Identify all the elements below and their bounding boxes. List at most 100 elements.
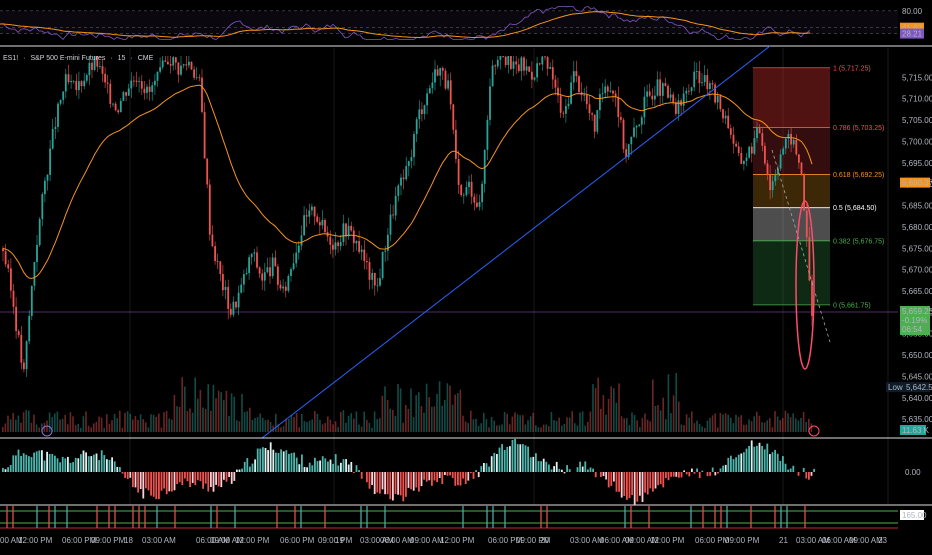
volume-bar — [103, 427, 105, 432]
oscillator-bar — [680, 472, 683, 478]
bottom-indicator-panel[interactable]: 165.00 — [0, 506, 927, 529]
oscillator-bar — [267, 450, 269, 472]
candle — [764, 145, 766, 164]
candle — [541, 56, 544, 65]
low-price-badge — [886, 382, 930, 393]
oscillator-bar — [566, 465, 568, 472]
candle — [709, 83, 711, 89]
volume-bar — [373, 411, 376, 432]
candle — [724, 115, 727, 119]
volume-bar — [467, 423, 469, 432]
candle — [677, 100, 680, 114]
volume-bar — [480, 423, 482, 432]
time-tick-label: 09:00 PM — [91, 536, 126, 545]
volume-bar — [808, 418, 810, 432]
candle — [352, 230, 355, 244]
candle — [363, 249, 366, 262]
oscillator-bar — [191, 472, 194, 483]
oscillator-bar — [410, 472, 412, 490]
candle — [46, 174, 49, 181]
volume-bar — [199, 390, 202, 432]
oscillator-bar — [503, 450, 506, 472]
oscillator-bar — [155, 472, 158, 500]
volume-bar — [451, 404, 454, 432]
oscillator-bar — [745, 448, 748, 472]
candle — [779, 154, 782, 169]
volume-bar — [789, 417, 792, 432]
oscillator-bar — [345, 459, 347, 472]
oscillator-bar — [15, 455, 17, 472]
oscillator-bar — [522, 444, 524, 472]
candle — [654, 95, 656, 100]
oscillator-bar — [181, 472, 184, 485]
oscillator-panel[interactable]: 0.00 — [0, 437, 932, 506]
volume-bar — [7, 415, 9, 432]
bottom-signal-bar — [366, 506, 368, 528]
symbol-legend[interactable]: ES1! · S&P 500 E-mini Futures · 15 · CME — [3, 55, 156, 62]
oscillator-bar — [732, 459, 735, 472]
volume-bar — [483, 412, 485, 432]
candle — [256, 252, 258, 268]
oscillator-bar — [160, 472, 163, 491]
volume-bar — [646, 419, 649, 432]
oscillator-bar — [28, 456, 30, 472]
candle — [667, 85, 669, 98]
candle — [208, 184, 211, 235]
candle — [756, 128, 758, 139]
oscillator-bar — [722, 465, 724, 472]
time-tick-label: 09:00 AM — [210, 536, 244, 545]
candle — [504, 56, 507, 65]
oscillator-bar — [217, 472, 220, 487]
ma-price-label: 5,690.37 — [902, 179, 932, 188]
volume-bar — [28, 410, 30, 432]
candle — [397, 185, 400, 196]
candle — [622, 119, 625, 150]
oscillator-bar — [548, 464, 550, 472]
candle — [434, 69, 436, 83]
price-tick-label: 5,665.00 — [902, 287, 932, 296]
volume-bar — [142, 419, 144, 432]
candle — [167, 61, 169, 65]
oscillator-bar — [337, 465, 340, 472]
oscillator-bar — [701, 470, 704, 472]
candle — [798, 154, 800, 163]
volume-bar — [555, 420, 558, 432]
bottom-signal-bar — [36, 506, 38, 528]
oscillator-bar — [137, 472, 139, 493]
volume-badge — [900, 425, 926, 435]
oscillator-bar — [631, 472, 633, 495]
volume-bar — [61, 418, 64, 432]
volume-bar — [329, 419, 332, 432]
volume-bar — [360, 426, 363, 432]
volume-bar — [776, 416, 779, 432]
price-axis[interactable]: 5,715.00 5,710.00 5,705.00 5,700.00 5,695.00… — [886, 48, 932, 436]
candle — [229, 308, 232, 315]
candle — [562, 112, 565, 114]
volume-bar — [449, 385, 451, 432]
oscillator-bar — [355, 465, 358, 472]
volume-bar — [303, 421, 306, 432]
volume-bar — [550, 412, 553, 432]
oscillator-bar — [316, 461, 319, 472]
candle — [368, 262, 371, 280]
symbol-label: ES1! — [3, 55, 19, 62]
candle — [277, 266, 279, 285]
oscillator-bar — [20, 456, 22, 472]
candle — [585, 94, 588, 105]
oscillator-bar — [43, 460, 46, 472]
oscillator-bar — [51, 453, 54, 472]
oscillator-bar — [56, 458, 59, 472]
time-tick-label: 18 — [124, 536, 133, 545]
price-panel[interactable]: 1 (5,717.25) 0.786 (5,703.25) 0.618 (5,692… — [0, 45, 898, 505]
volume-bar — [459, 389, 462, 432]
volume-bar — [722, 414, 724, 432]
candle — [457, 159, 460, 185]
time-tick-label: 06:00 PM — [62, 536, 97, 545]
oscillator-bar — [269, 442, 272, 472]
candle — [318, 221, 321, 226]
candle — [237, 292, 240, 308]
